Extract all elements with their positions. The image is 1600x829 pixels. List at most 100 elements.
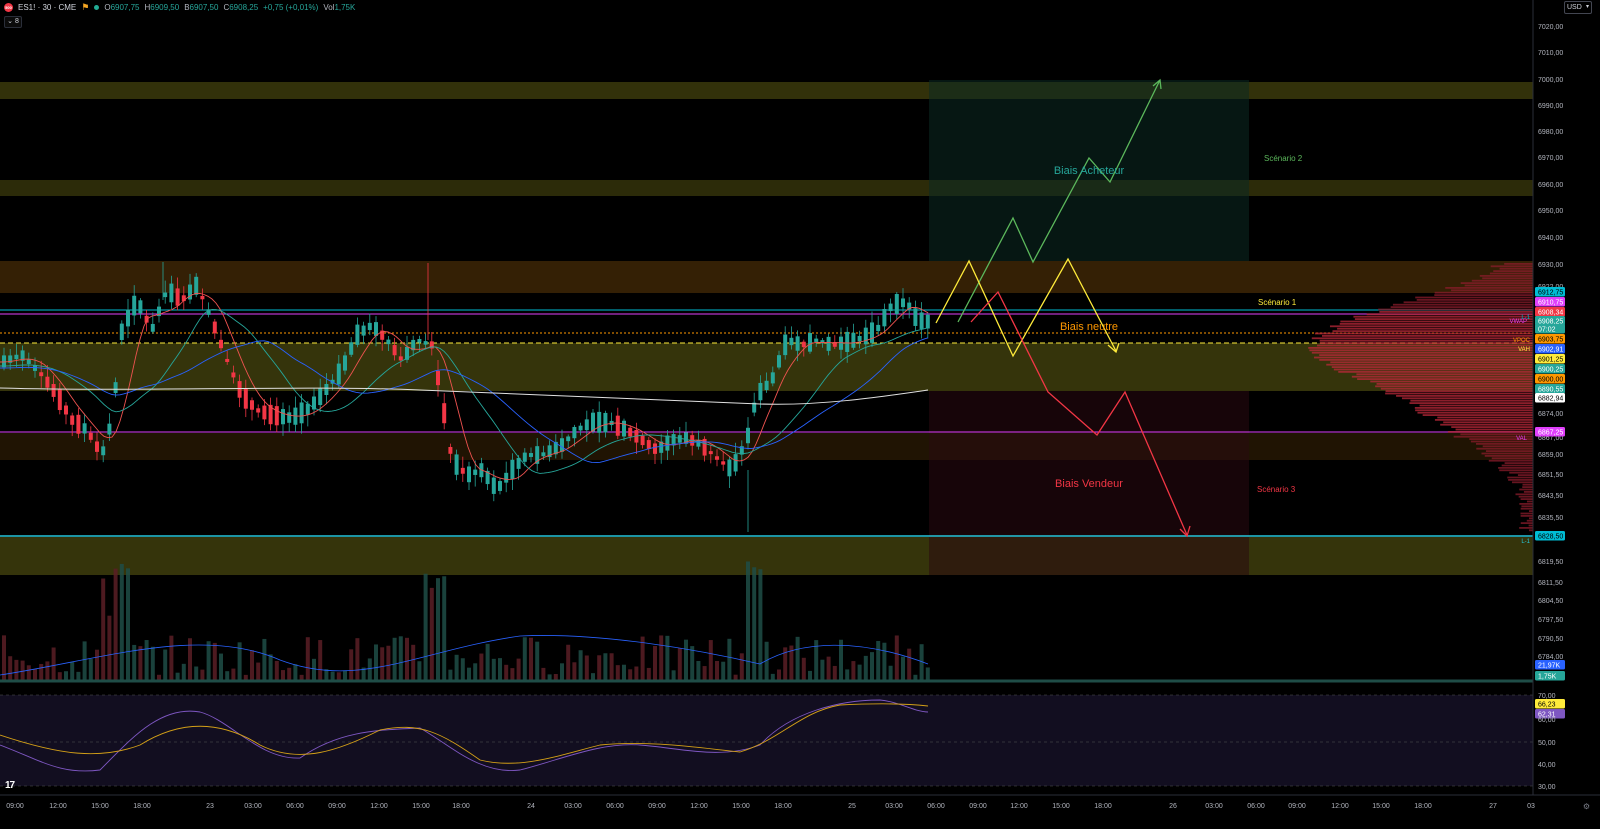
volume-bar [603,653,608,681]
candle-body [411,339,416,351]
candle-body [423,341,428,345]
flag-icon[interactable]: ⚑ [81,2,90,12]
candle-body [901,298,905,308]
volume-profile-bar [1485,450,1533,452]
price-axis-label: 6819,50 [1538,559,1563,566]
candle-body [107,423,112,435]
price-badge [1535,393,1565,403]
volume-profile [1308,263,1533,532]
price-badge-label: 6900,25 [1538,367,1563,374]
volume-bar [584,655,589,681]
candle-body [380,330,385,340]
volume-bar [522,637,527,681]
volume-bar [820,659,825,681]
price-badge-label: 21,97K [1538,663,1561,670]
volume-bar [82,641,87,681]
volume-bar [417,661,422,681]
volume-bar [460,658,465,681]
price-badge-label: 6902,91 [1538,347,1563,354]
volume-profile-bar [1522,486,1533,488]
volume-bar [281,670,285,681]
market-status-icon [94,5,100,10]
candle-body [733,454,738,472]
volume-profile-bar [1338,371,1533,373]
volume-bar [764,641,769,681]
volume-profile-bar [1351,375,1533,378]
annotation-scenario-2: Scénario 2 [1264,154,1303,163]
volume-profile-bar [1504,263,1533,265]
volume-bar [76,671,81,681]
price-badge [1535,384,1565,394]
price-badge-label: 62,31 [1538,712,1556,719]
line-tag-l1: L-1 [1521,315,1530,321]
candle-body [237,381,242,398]
candle-body [194,276,199,295]
volume-bar [268,654,273,681]
rsi-signal-line [0,703,929,764]
time-axis-label: 18:00 [1094,803,1112,810]
volume-profile-bar [1515,493,1533,496]
candle-body [274,406,279,426]
candle-body [181,295,186,302]
currency-select[interactable]: USD ▾ [1564,1,1592,14]
candle-body [442,403,447,424]
price-badge-label: 6908,25 [1538,319,1563,326]
volume-profile-bar [1501,464,1533,467]
ma-line-slow [0,337,929,464]
candle-body [907,302,912,310]
candle-body [386,339,391,345]
symbol-title[interactable]: ES1! · 30 · CME [18,3,77,12]
candle-body [231,372,236,378]
volume-bar [336,672,341,681]
candle-body [541,452,546,457]
price-badge [1535,334,1565,344]
candle-body [547,445,552,458]
candle-body [454,454,459,475]
candle-body [715,456,719,460]
tradingview-logo-icon[interactable]: 17 [5,780,15,791]
volume-bar [2,635,6,681]
volume-bar [237,642,242,681]
candle-body [200,295,205,300]
volume-bar [386,645,391,681]
candle-body [746,427,750,444]
price-badge-label: 1,75K [1538,674,1557,681]
time-axis-label: 12:00 [1010,803,1028,810]
volume-profile-bar [1464,284,1533,287]
volume-bar [708,640,713,681]
line-tag-vwap: VWAP [1510,319,1527,325]
scenario-3-arrowhead [1179,525,1191,538]
volume-bar [262,638,267,681]
volume-bar [398,636,403,681]
volume-bar [200,669,205,681]
indicators-toggle-button[interactable]: ⌄ 8 [4,16,22,28]
candle-body [206,309,211,315]
line-tag-vpoc: VPOC [1513,338,1531,344]
volume-profile-bar [1316,344,1533,347]
price-badge [1535,324,1565,334]
gear-icon[interactable]: ⚙ [1582,802,1590,811]
volume-profile-bar [1366,313,1533,316]
candle-body [2,355,6,368]
candle-body [584,419,589,431]
volume-bar [628,669,633,681]
volume-profile-bar [1437,416,1533,419]
volume-bar [243,674,248,681]
volume-bar [491,658,496,681]
volume-bar [14,659,19,681]
candle-body [646,440,651,449]
candle-body [324,384,329,395]
candle-body [876,324,881,332]
candle-body [95,441,99,452]
volume-profile-bar [1522,483,1533,486]
volume-bar [684,639,688,681]
scenario-2-path [957,79,1161,323]
candle-body [603,412,608,433]
price-badge [1535,287,1565,297]
volume-bar [256,662,261,681]
volume-profile-bar [1330,361,1533,364]
volume-bar [88,658,93,681]
volume-profile-bar [1319,339,1533,342]
volume-bar [343,670,347,681]
